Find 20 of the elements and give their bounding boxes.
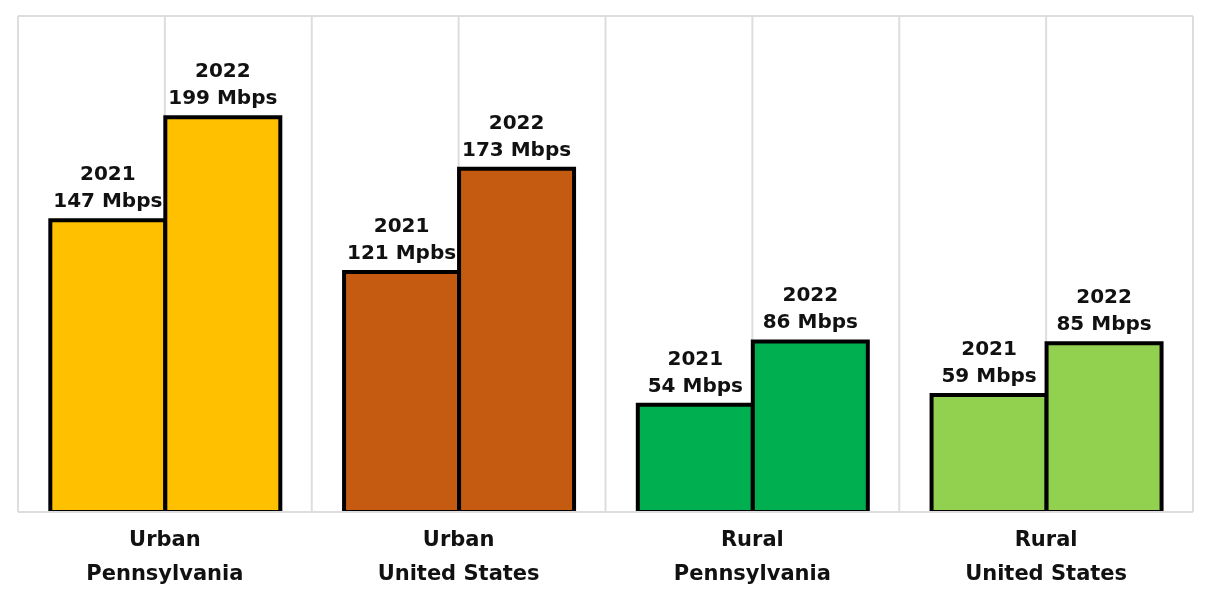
text: 2021 (667, 345, 724, 370)
series-label: 2022 (194, 58, 251, 83)
x-tick-label: Rural Pennsylvania (673, 527, 831, 585)
x-tick-label: Urban United States (377, 527, 540, 585)
text: 2021 (373, 212, 430, 237)
text: 2021 (961, 335, 1017, 360)
data-label: 173 Mbps (461, 136, 572, 161)
series-label: 2021 (79, 161, 136, 186)
data-label: 199 Mbps (168, 85, 278, 110)
data-label: 85 Mbps (1056, 311, 1152, 336)
text: 2022 (488, 109, 545, 134)
data-label: 121 Mpbs (346, 239, 457, 264)
x-tick-label: Urban Pennsylvania (86, 527, 244, 585)
data-label: 59 Mbps (941, 362, 1037, 387)
text: 2022 (1076, 284, 1132, 309)
data-label: 147 Mbps (53, 188, 163, 213)
data-label: 86 Mbps (762, 309, 858, 334)
data-label: 54 Mbps (647, 372, 743, 397)
x-tick-label: Rural United States (965, 527, 1128, 585)
text: 2022 (782, 282, 839, 307)
